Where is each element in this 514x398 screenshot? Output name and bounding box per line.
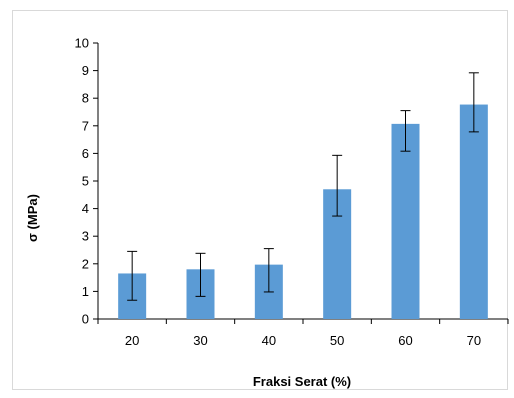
y-tick-label: 8 <box>82 91 89 106</box>
y-tick-label: 3 <box>82 229 89 244</box>
error-bar <box>195 252 206 297</box>
x-axis-title: Fraksi Serat (%) <box>253 374 351 389</box>
y-tick-label: 4 <box>82 201 89 216</box>
y-tick-label: 9 <box>82 63 89 78</box>
bar <box>459 104 488 319</box>
x-tick-label: 60 <box>398 333 412 348</box>
y-tick-label: 10 <box>75 36 89 51</box>
y-tick-label: 6 <box>82 146 89 161</box>
error-bar <box>468 72 479 133</box>
error-bars <box>127 72 479 301</box>
y-tick-label: 1 <box>82 284 89 299</box>
error-bar <box>263 248 274 293</box>
error-bar <box>400 110 411 152</box>
error-bar <box>332 154 343 217</box>
y-tick-label: 0 <box>82 312 89 327</box>
x-tick-label: 50 <box>330 333 344 348</box>
x-axis: 20 30 40 50 60 70 <box>97 318 509 348</box>
y-tick-label: 7 <box>82 118 89 133</box>
y-tick-label: 5 <box>82 174 89 189</box>
x-tick-label: 20 <box>125 333 139 348</box>
y-axis-title: σ (MPa) <box>25 194 40 242</box>
chart-frame <box>12 10 508 390</box>
y-axis: 0 1 2 3 4 5 6 7 8 9 10 <box>75 36 99 327</box>
error-bar <box>127 250 138 301</box>
bar <box>391 123 420 319</box>
x-tick-label: 70 <box>467 333 481 348</box>
bars <box>118 104 488 319</box>
x-tick-label: 30 <box>193 333 207 348</box>
y-tick-label: 2 <box>82 256 89 271</box>
x-tick-label: 40 <box>262 333 276 348</box>
